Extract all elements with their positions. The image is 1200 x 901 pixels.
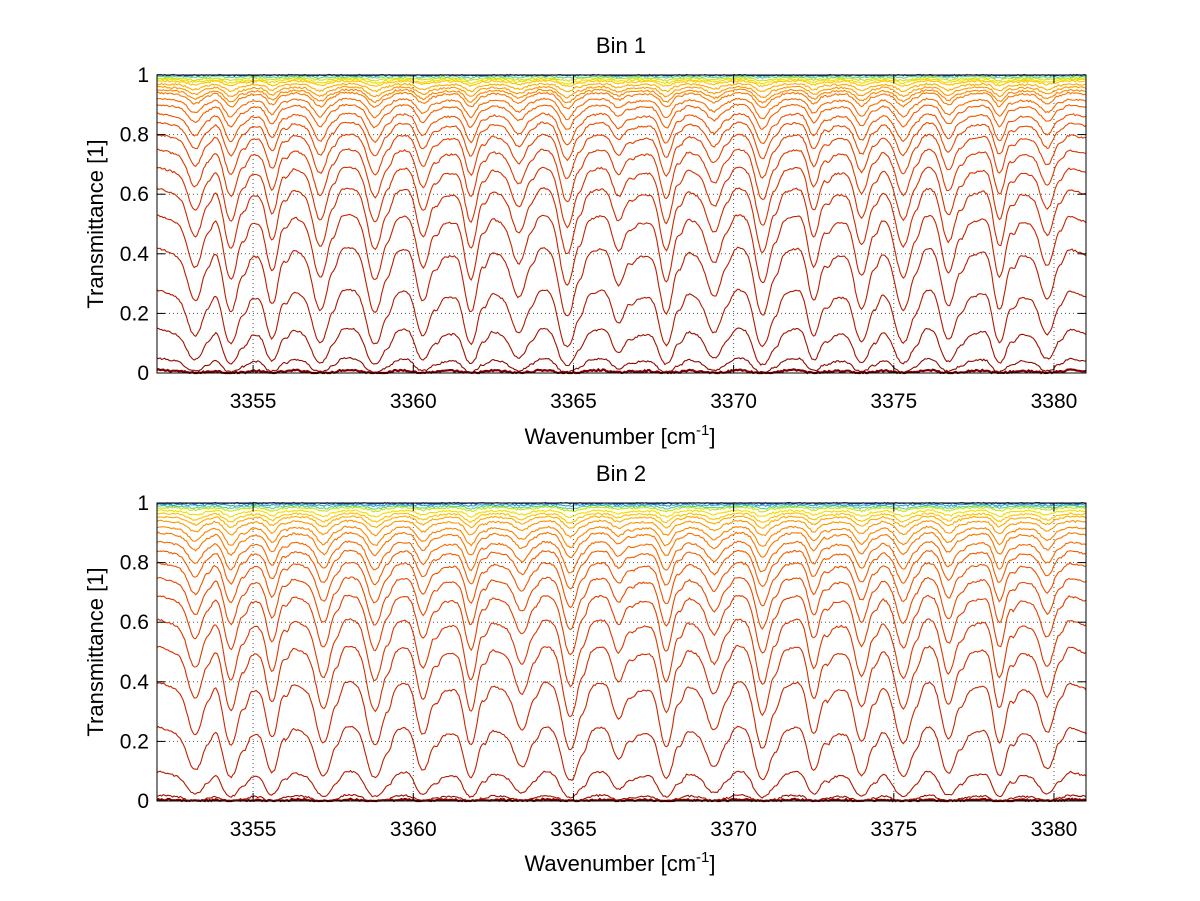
series-line <box>156 769 1087 799</box>
series-line <box>157 148 1087 203</box>
series-line <box>156 133 1087 179</box>
series-line <box>156 515 1087 529</box>
series-line <box>156 576 1087 631</box>
series-line <box>156 79 1087 88</box>
y-axis-label: Transmittance [1] <box>83 139 108 308</box>
series-line <box>156 103 1087 130</box>
y-tick-label: 1 <box>137 492 149 515</box>
series-line <box>157 549 1087 590</box>
series-line <box>156 327 1087 367</box>
y-tick-label: 0.6 <box>120 611 149 634</box>
plot-area: 3355 3360 3365 3370 3375 3380 0 0.2 0.4 0.6 0.8 1 <box>120 492 1087 841</box>
plot-area: 3355 3360 3365 3370 3375 3380 0 0.2 0.4 0.6 0.8 1 <box>120 64 1087 413</box>
x-tick-label: 3355 <box>230 818 277 841</box>
series-line <box>156 644 1087 718</box>
x-tick-label: 3360 <box>390 390 437 413</box>
y-tick-label: 0.6 <box>120 183 149 206</box>
series-line <box>156 519 1087 539</box>
series-line <box>156 88 1087 104</box>
series-line <box>156 121 1087 162</box>
series-line <box>156 525 1087 549</box>
x-tick-label: 3355 <box>230 390 277 413</box>
series-line <box>156 166 1087 229</box>
axes-frame <box>156 74 1087 374</box>
y-tick-label: 0.2 <box>120 730 149 753</box>
chart-title: Bin 2 <box>596 461 646 486</box>
axes-frame <box>156 502 1087 802</box>
series-line <box>156 91 1087 110</box>
series-line <box>156 288 1087 348</box>
x-tick-label: 3380 <box>1031 818 1078 841</box>
x-tick-label: 3375 <box>870 390 917 413</box>
x-axis-label-exponent: -1 <box>696 422 709 439</box>
series-line <box>156 112 1087 146</box>
series-line <box>156 502 1087 508</box>
x-tick-label: 3365 <box>550 818 597 841</box>
y-tick-label: 1 <box>137 64 149 87</box>
y-tick-label: 0.8 <box>120 552 149 575</box>
series-line <box>157 793 1087 802</box>
plot-background <box>157 503 1086 801</box>
x-tick-label: 3365 <box>550 390 597 413</box>
series-line <box>156 77 1087 85</box>
chart-panel-bin-1: Bin 1 3355 3360 3365 3370 3375 3380 0 0.2 0.4 0.6… <box>83 33 1087 449</box>
series-line <box>156 246 1087 317</box>
series-line <box>156 97 1086 121</box>
series-line <box>156 531 1087 559</box>
x-axis-label-suffix: ] <box>709 851 715 876</box>
y-tick-label: 0.4 <box>120 243 150 266</box>
x-axis-label: Wavenumber [cm-1] <box>524 849 715 876</box>
x-tick-label: 3380 <box>1031 390 1078 413</box>
y-tick-label: 0.4 <box>120 671 150 694</box>
series-line <box>156 680 1087 751</box>
series-line <box>156 74 1087 80</box>
x-axis-label-suffix: ] <box>709 424 715 449</box>
series-line <box>156 509 1087 519</box>
series-line <box>156 85 1087 99</box>
series-line <box>156 504 1087 510</box>
series-line <box>156 213 1087 286</box>
chart-title: Bin 1 <box>596 33 646 58</box>
x-tick-label: 3360 <box>390 818 437 841</box>
chart-panel-bin-2: Bin 2 3355 3360 3365 3370 3375 3380 0 0.2 0.4 0.6… <box>83 461 1087 876</box>
y-tick-label: 0.8 <box>120 124 149 147</box>
series-line <box>156 76 1087 83</box>
series-line <box>156 187 1086 255</box>
x-axis-label: Wavenumber [cm-1] <box>524 422 715 449</box>
x-tick-label: 3370 <box>710 390 757 413</box>
y-tick-label: 0 <box>137 790 149 813</box>
series-line <box>156 725 1087 782</box>
series-line <box>156 618 1087 688</box>
y-tick-label: 0 <box>137 362 149 385</box>
x-tick-label: 3375 <box>870 818 917 841</box>
y-tick-label: 0.2 <box>120 302 149 325</box>
x-tick-label: 3370 <box>710 818 757 841</box>
series-line <box>156 594 1087 656</box>
series-line <box>156 540 1087 574</box>
series-line <box>156 357 1086 374</box>
plot-background <box>157 75 1086 373</box>
x-axis-label-exponent: -1 <box>696 849 709 866</box>
series-line <box>156 82 1087 93</box>
series-line <box>156 561 1087 609</box>
series-line <box>156 512 1086 524</box>
y-axis-label: Transmittance [1] <box>83 567 108 736</box>
